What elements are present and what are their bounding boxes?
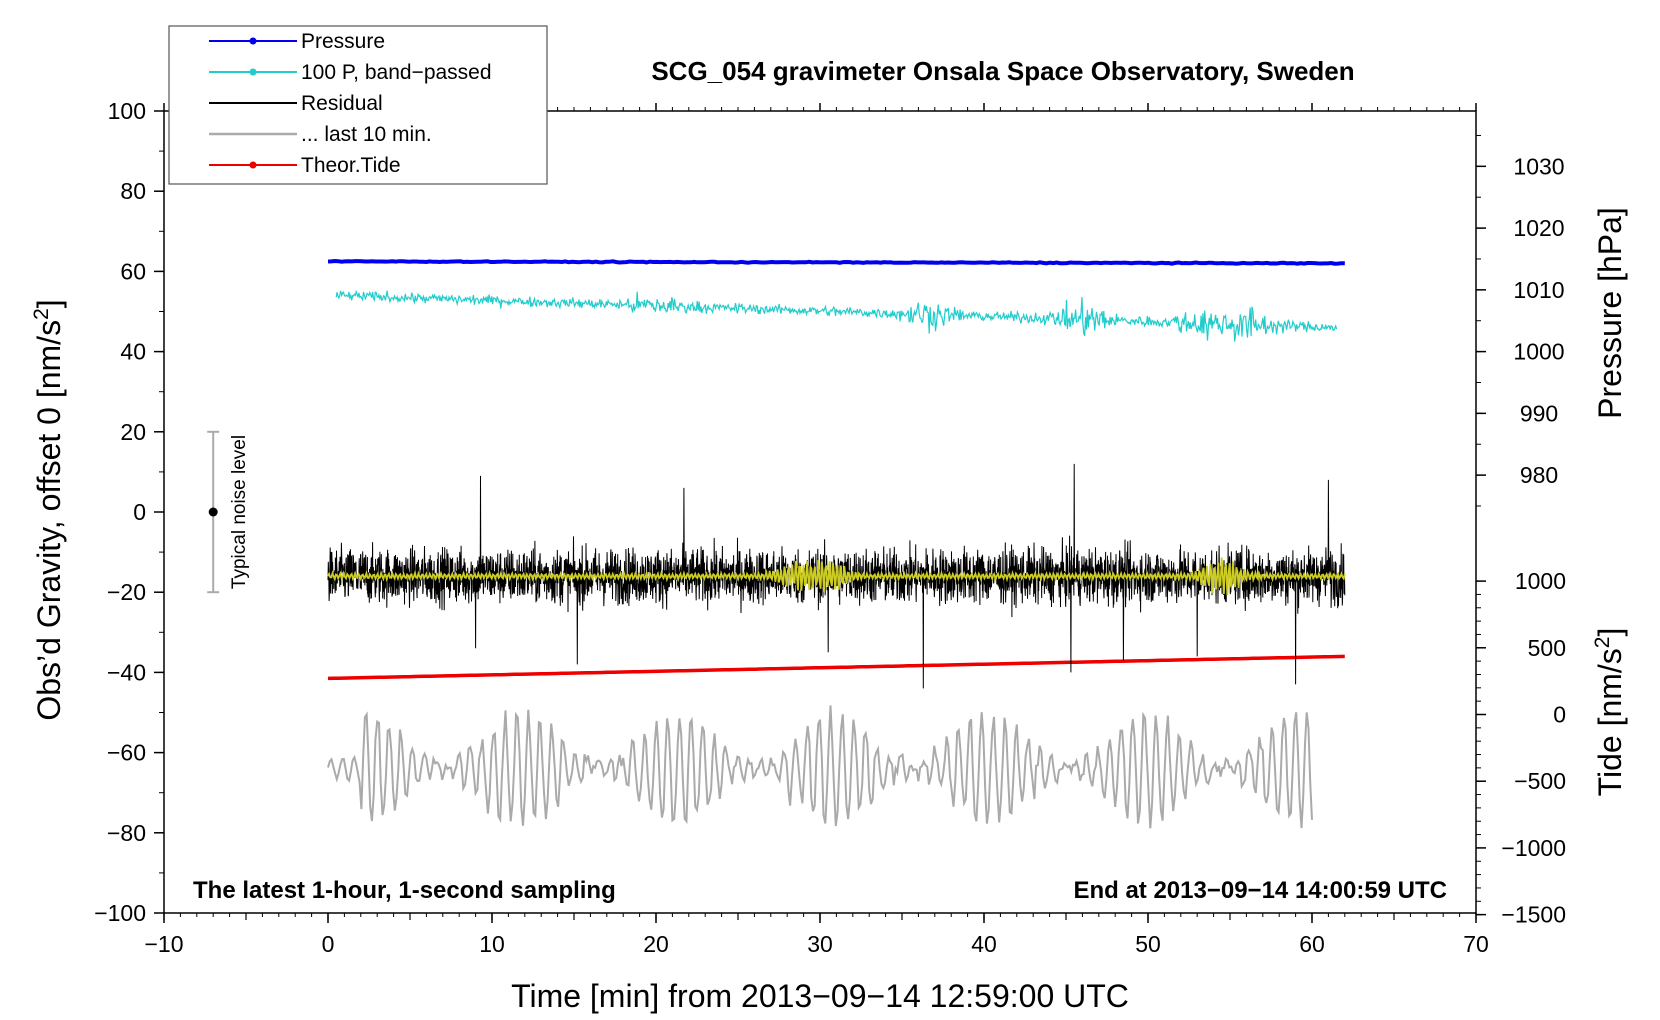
pressure-tick-label: 1010 [1513,277,1564,303]
y-tick-label: 80 [120,178,146,204]
tide-tick-label: 0 [1553,702,1566,728]
x-tick-label: 30 [807,931,833,957]
x-tick-label: 0 [322,931,335,957]
label-layer: SCG_054 gravimeter Onsala Space Observat… [30,56,1628,1014]
legend: Pressure 100 P, band−passed Residual ... la… [168,25,548,185]
legend-swatch-marker [249,37,257,45]
x-tick-label: 50 [1135,931,1161,957]
series-residual-smoothed-line [327,557,1346,596]
series-pressure-line [327,258,1345,266]
note-sampling: The latest 1‑hour, 1‑second sampling [193,877,616,904]
tide-tick-label: 1000 [1515,568,1566,594]
pressure-tick-label: 990 [1520,400,1558,426]
pressure-tick-label: 1020 [1513,215,1564,241]
x-tick-label: 60 [1299,931,1325,957]
legend-swatch-marker [249,68,257,76]
pressure-tick-label: 980 [1520,462,1558,488]
note-end-time: End at 2013−09−14 14:00:59 UTC [1073,877,1447,904]
y-tick-label: −100 [94,900,146,926]
legend-label: Theor.Tide [301,154,401,177]
noise-level-label: Typical noise level [229,435,250,589]
legend-swatch-marker [249,161,257,169]
y-tick-label: −80 [107,820,146,846]
y-tick-label: −40 [107,659,146,685]
legend-box [168,25,548,185]
x-tick-label: 20 [643,931,669,957]
legend-label: 100 P, band−passed [301,61,492,84]
y-axis-title-pressure: Pressure [hPa] [1592,207,1628,419]
x-tick-label: 40 [971,931,997,957]
series-band-passed-line [335,289,1338,342]
chart-title: SCG_054 gravimeter Onsala Space Observat… [651,56,1354,86]
axes-layer: −10 0 10 20 30 40 50 60 70−100−80−60−40−20020406… [94,98,1566,957]
noise-bar-center-dot [208,507,218,517]
y-axis-title-tide: Tide [nm/s2] [1591,628,1628,797]
x-tick-label: 70 [1463,931,1489,957]
y-tick-label: 60 [120,258,146,284]
legend-label: Residual [301,92,383,115]
tide-tick-label: −500 [1514,768,1566,794]
y-tick-label: 0 [133,499,146,525]
y-tick-label: 20 [120,419,146,445]
pressure-tick-label: 1000 [1513,339,1564,365]
legend-label: ... last 10 min. [301,123,432,146]
data-series-layer: Typical noise level [207,258,1346,829]
tide-tick-label: −1000 [1501,835,1566,861]
y-tick-label: 100 [108,98,146,124]
legend-label: Pressure [301,30,385,53]
pressure-tick-label: 1030 [1513,153,1564,179]
y-tick-label: −60 [107,740,146,766]
tide-tick-label: 500 [1528,635,1566,661]
tide-tick-label: −1500 [1501,902,1566,928]
x-tick-label: −10 [144,931,183,957]
y-tick-label: −20 [107,579,146,605]
x-tick-label: 10 [479,931,505,957]
series-theor-tide-line [327,654,1345,681]
y-tick-label: 40 [120,339,146,365]
series-last-10-min-line [327,705,1313,829]
x-axis-title: Time [min] from 2013−09−14 12:59:00 UTC [511,978,1129,1014]
y-axis-title-left: Obs’d Gravity, offset 0 [nm/s2] [30,299,67,720]
